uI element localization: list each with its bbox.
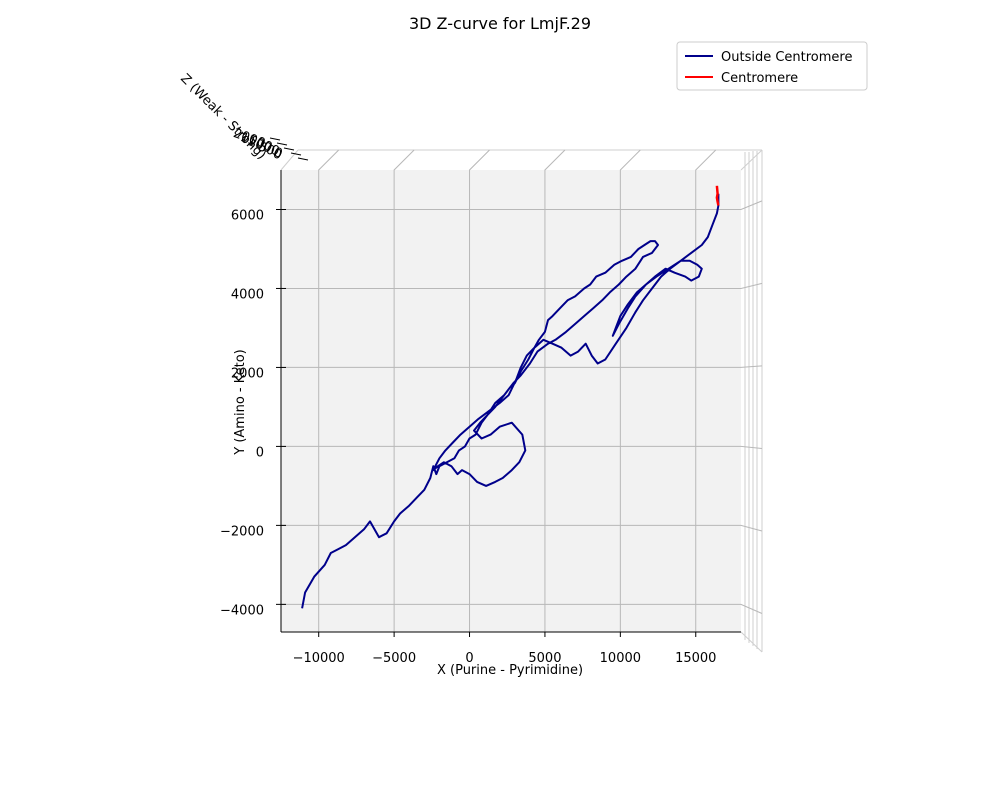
x-grid-line xyxy=(544,149,566,632)
y-grid-line xyxy=(281,603,763,614)
x-grid-line xyxy=(393,149,415,632)
y-tick-label: −2000 xyxy=(220,524,264,539)
y-grid-line xyxy=(281,282,763,289)
x-axis-label: X (Purine - Pyrimidine) xyxy=(437,663,583,678)
legend-box xyxy=(676,41,868,91)
x-grid-line xyxy=(619,149,641,632)
series-outside-centromere-line xyxy=(301,193,720,609)
x-tick-label: 15000 xyxy=(675,651,716,666)
grid-lines xyxy=(281,149,763,632)
legend: Outside Centromere Centromere xyxy=(676,41,868,91)
x-axis-ticks: −10000 −5000 0 5000 10000 15000 xyxy=(293,632,716,666)
y-axis-label: Y (Amino - Keto) xyxy=(233,349,248,455)
y-tick-label: −4000 xyxy=(220,603,264,618)
z-tick-mark xyxy=(290,152,302,156)
z-tick-mark xyxy=(276,142,288,146)
z-tick-mark xyxy=(297,157,309,161)
data-series xyxy=(301,185,720,609)
chart-title: 3D Z-curve for LmjF.29 xyxy=(409,14,591,33)
y-tick-label: 2000 xyxy=(231,366,264,381)
legend-label-outside: Outside Centromere xyxy=(721,50,852,65)
y-axis-ticks: −4000 −2000 0 2000 4000 6000 xyxy=(220,208,286,618)
y-grid-line xyxy=(281,365,763,368)
z-tick-mark xyxy=(283,147,295,151)
series-centromere-line xyxy=(715,185,720,206)
pane-edges xyxy=(280,149,763,653)
x-grid-line xyxy=(695,149,717,632)
y-tick-label: 6000 xyxy=(231,208,264,223)
y-grid-line xyxy=(281,524,763,532)
x-tick-label: −10000 xyxy=(293,651,345,666)
y-tick-label: 4000 xyxy=(231,287,264,302)
y-tick-label: 0 xyxy=(256,445,264,460)
x-grid-line xyxy=(318,149,340,632)
x-grid-line xyxy=(469,149,490,632)
plot-back-pane xyxy=(281,170,741,632)
x-tick-label: 10000 xyxy=(600,651,641,666)
x-tick-label: 0 xyxy=(465,651,473,666)
y-grid-line xyxy=(281,200,763,210)
z-tick-mark xyxy=(269,137,281,141)
x-tick-label: −5000 xyxy=(372,651,416,666)
legend-label-centromere: Centromere xyxy=(721,71,798,86)
x-tick-label: 5000 xyxy=(528,651,561,666)
y-grid-line xyxy=(281,445,763,449)
